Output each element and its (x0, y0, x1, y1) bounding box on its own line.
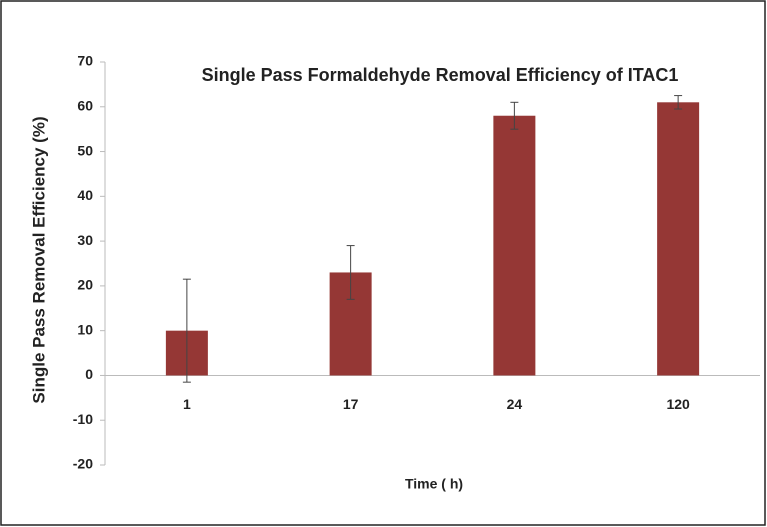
x-tick-label: 120 (666, 396, 690, 412)
y-tick-label: -20 (73, 456, 93, 472)
x-tick-label: 17 (343, 396, 359, 412)
x-axis-label: Time ( h) (405, 476, 463, 492)
error-bar (346, 245, 355, 300)
error-bar (510, 101, 519, 130)
bar (493, 115, 536, 376)
error-bar (674, 95, 683, 110)
y-tick-label: 70 (77, 53, 93, 69)
y-tick-label: 20 (77, 277, 93, 293)
x-tick-label: 24 (507, 396, 523, 412)
y-tick-label: 60 (77, 97, 93, 113)
chart-title: Single Pass Formaldehyde Removal Efficie… (201, 65, 679, 85)
y-axis-label: Single Pass Removal Efficiency (%) (29, 116, 48, 403)
bar (657, 102, 700, 376)
y-tick-label: 50 (77, 142, 93, 158)
x-tick-label: 1 (183, 396, 191, 412)
y-tick-label: -10 (73, 411, 93, 427)
y-tick-label: 40 (77, 187, 93, 203)
error-bar (182, 278, 191, 383)
y-tick-label: 10 (77, 321, 93, 337)
y-tick-label: 30 (77, 232, 93, 248)
y-tick-label: 0 (85, 366, 93, 382)
